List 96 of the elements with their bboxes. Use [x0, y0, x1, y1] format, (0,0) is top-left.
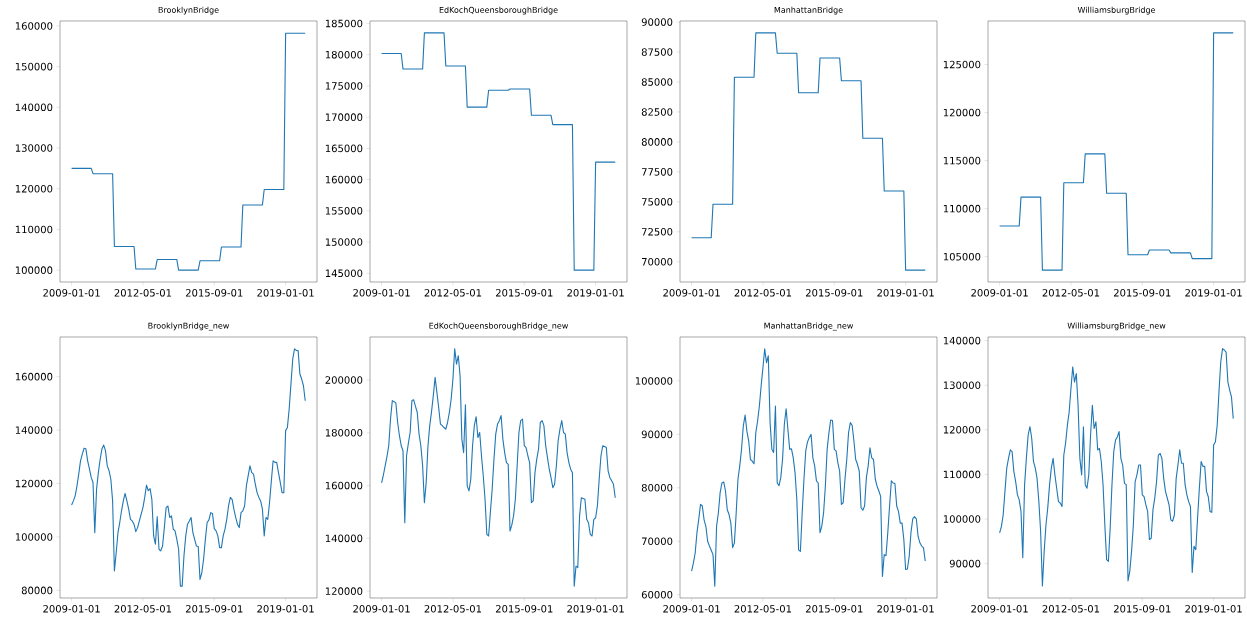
line-series: [71, 32, 306, 271]
y-tick-label: 90000: [641, 430, 673, 439]
x-tick-label: 2012-05-01: [734, 605, 792, 613]
x-tick-label: 2019-01-01: [877, 289, 934, 297]
y-tick-label: 175000: [325, 82, 363, 90]
chart-title: ManhattanBridge_new: [764, 322, 854, 331]
y-tick-label: 90000: [641, 18, 673, 26]
y-tick-label: 140000: [325, 534, 363, 543]
chart-title: EdKochQueensboroughBridge: [439, 6, 558, 15]
x-tick-label: 2012-05-01: [114, 605, 172, 613]
y-tick-label: 120000: [943, 426, 981, 434]
y-tick-label: 160000: [15, 22, 53, 30]
chart-title: WilliamsburgBridge_new: [1067, 322, 1166, 331]
y-tick-label: 70000: [641, 257, 673, 266]
y-tick-label: 140000: [943, 336, 981, 345]
x-tick-label: 2015-09-01: [495, 605, 553, 613]
x-tick-label: 2019-01-01: [1185, 605, 1242, 613]
x-tick-label: 2009-01-01: [43, 289, 100, 297]
y-tick-label: 130000: [943, 381, 981, 389]
x-tick-label: 2019-01-01: [877, 605, 934, 613]
y-tick-label: 77500: [641, 168, 673, 176]
line-series: [999, 32, 1234, 271]
y-tick-label: 120000: [15, 479, 53, 488]
y-tick-label: 165000: [325, 144, 363, 153]
x-tick-label: 2015-09-01: [495, 289, 553, 297]
y-tick-label: 110000: [15, 225, 53, 234]
y-tick-label: 140000: [15, 426, 53, 434]
y-tick-label: 180000: [325, 50, 363, 59]
y-tick-label: 60000: [641, 590, 673, 599]
x-tick-label: 2012-05-01: [1042, 289, 1100, 297]
line-series: [691, 32, 926, 271]
y-tick-label: 85000: [641, 78, 673, 86]
x-tick-label: 2019-01-01: [567, 289, 624, 297]
y-tick-label: 82500: [641, 108, 673, 116]
x-tick-label: 2009-01-01: [971, 605, 1028, 613]
x-tick-label: 2009-01-01: [663, 605, 720, 613]
x-tick-label: 2015-09-01: [1113, 289, 1171, 297]
y-tick-label: 150000: [15, 62, 53, 71]
y-tick-label: 145000: [325, 269, 363, 278]
y-tick-label: 72500: [641, 227, 673, 236]
x-tick-label: 2019-01-01: [257, 605, 314, 613]
y-tick-label: 80000: [641, 484, 673, 492]
x-tick-label: 2015-09-01: [185, 605, 243, 613]
y-tick-label: 100000: [15, 266, 53, 274]
y-tick-label: 150000: [325, 238, 363, 246]
x-tick-label: 2015-09-01: [805, 605, 863, 613]
x-tick-label: 2009-01-01: [353, 289, 410, 297]
y-tick-label: 155000: [325, 207, 363, 215]
x-tick-label: 2015-09-01: [1113, 605, 1171, 613]
x-tick-label: 2012-05-01: [114, 289, 172, 297]
chart-title: WilliamsburgBridge: [1077, 6, 1156, 15]
x-tick-label: 2012-05-01: [734, 289, 792, 297]
chart-title: BrooklynBridge: [158, 6, 219, 15]
line-series: [691, 348, 926, 587]
y-tick-label: 185000: [325, 19, 363, 28]
x-tick-label: 2012-05-01: [424, 605, 482, 613]
y-tick-label: 120000: [943, 108, 981, 117]
chart-title: BrooklynBridge_new: [148, 322, 230, 331]
y-tick-label: 90000: [949, 559, 981, 568]
y-tick-label: 200000: [325, 376, 363, 384]
x-tick-label: 2009-01-01: [663, 289, 720, 297]
y-tick-label: 115000: [943, 156, 981, 165]
line-series: [381, 32, 616, 271]
y-tick-label: 125000: [943, 60, 981, 69]
y-tick-label: 120000: [325, 587, 363, 595]
y-tick-label: 80000: [21, 586, 53, 595]
chart-title: EdKochQueensboroughBridge_new: [429, 322, 568, 331]
x-tick-label: 2009-01-01: [971, 289, 1028, 297]
x-tick-label: 2019-01-01: [1185, 289, 1242, 297]
y-tick-label: 160000: [15, 372, 53, 381]
y-tick-label: 120000: [15, 184, 53, 193]
x-tick-label: 2009-01-01: [43, 605, 100, 613]
x-tick-label: 2019-01-01: [257, 289, 314, 297]
x-tick-label: 2012-05-01: [424, 289, 482, 297]
x-tick-label: 2009-01-01: [353, 605, 410, 613]
y-tick-label: 140000: [15, 103, 53, 112]
chart-title: ManhattanBridge: [774, 6, 843, 15]
y-tick-label: 100000: [15, 533, 53, 541]
x-tick-label: 2019-01-01: [567, 605, 624, 613]
y-tick-label: 180000: [325, 429, 363, 437]
y-tick-label: 105000: [943, 252, 981, 261]
y-tick-label: 87500: [641, 48, 673, 56]
y-tick-label: 130000: [15, 144, 53, 152]
y-tick-label: 75000: [641, 198, 673, 206]
x-tick-label: 2012-05-01: [1042, 605, 1100, 613]
y-tick-label: 100000: [635, 377, 673, 385]
y-tick-label: 100000: [943, 515, 981, 523]
y-tick-label: 70000: [641, 537, 673, 546]
y-tick-label: 170000: [325, 113, 363, 121]
x-tick-label: 2015-09-01: [185, 289, 243, 297]
x-tick-label: 2015-09-01: [805, 289, 863, 297]
y-tick-label: 160000: [325, 481, 363, 490]
y-tick-label: 160000: [325, 175, 363, 184]
y-tick-label: 110000: [943, 204, 981, 213]
y-tick-label: 80000: [641, 138, 673, 146]
y-tick-label: 110000: [943, 470, 981, 479]
